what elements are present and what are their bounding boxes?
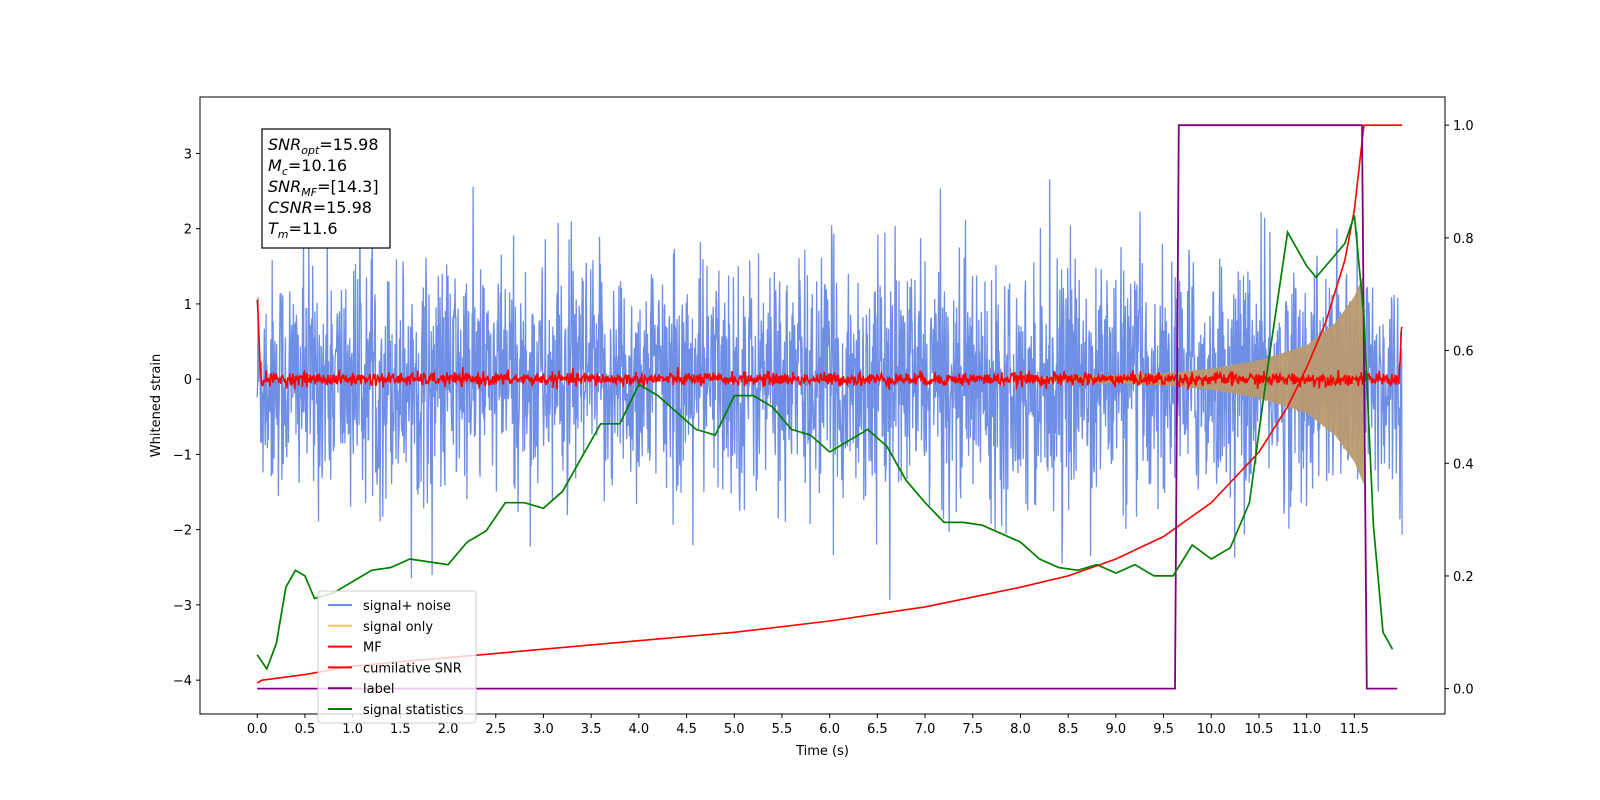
y-tick-label: 1 [184, 298, 192, 313]
y-axis-label: Whitened strain [149, 354, 164, 457]
y2-tick-label: 1.0 [1453, 119, 1474, 134]
legend-label: label [363, 682, 394, 697]
y-axis-left: 3 2 1 0 −1 −2 −3 −4 [173, 147, 200, 689]
x-tick-label: 5.5 [772, 722, 793, 737]
legend-label: signal statistics [363, 703, 464, 718]
y2-tick-label: 0.2 [1453, 570, 1474, 585]
y-tick-label: 3 [184, 147, 192, 162]
y-tick-label: 0 [184, 373, 192, 388]
legend-label: cumilative SNR [363, 661, 462, 676]
y2-tick-label: 0.0 [1453, 683, 1474, 698]
y-tick-label: −1 [173, 448, 192, 463]
series-signal-statistics-line [256, 215, 1394, 671]
legend: signal+ noise signal only MF cumilative SNR… [317, 590, 477, 724]
axes-frame [199, 96, 1446, 715]
x-tick-label: 11.0 [1292, 722, 1321, 737]
x-tick-label: 0.0 [247, 722, 268, 737]
x-tick-label: 2.5 [485, 722, 506, 737]
x-tick-label: 11.5 [1340, 722, 1369, 737]
x-tick-label: 6.5 [867, 722, 888, 737]
x-tick-label: 9.5 [1153, 722, 1174, 737]
x-tick-label: 6.0 [819, 722, 840, 737]
y-tick-label: −4 [173, 674, 192, 689]
x-tick-label: 8.0 [1010, 722, 1031, 737]
annotation-line: Tm=11.6 [268, 219, 338, 241]
x-tick-label: 10.5 [1244, 722, 1273, 737]
x-tick-label: 0.5 [295, 722, 316, 737]
x-tick-label: 2.0 [438, 722, 459, 737]
x-tick-label: 8.5 [1058, 722, 1079, 737]
legend-frame [317, 590, 477, 724]
x-tick-label: 4.5 [676, 722, 697, 737]
annotation-line: SNRopt=15.98 [268, 135, 379, 157]
y2-tick-label: 0.6 [1453, 345, 1474, 360]
annotation-box: SNRopt=15.98Mc=10.16SNRMF=[14.3]CSNR=15.… [261, 128, 391, 249]
y2-tick-label: 0.4 [1453, 457, 1474, 472]
x-tick-label: 4.0 [629, 722, 650, 737]
annotation-line: CSNR=15.98 [268, 198, 372, 217]
legend-label: signal only [363, 620, 433, 635]
y-tick-label: −3 [173, 599, 192, 614]
x-tick-label: 1.5 [390, 722, 411, 737]
annotation-line: Mc=10.16 [268, 156, 347, 178]
x-axis-label: Time (s) [795, 744, 849, 759]
y-tick-label: 2 [184, 223, 192, 238]
x-tick-label: 7.0 [915, 722, 936, 737]
y-tick-label: −2 [173, 524, 192, 539]
y2-tick-label: 0.8 [1453, 232, 1474, 247]
y-axis-right: 1.0 0.8 0.6 0.4 0.2 0.0 [1445, 119, 1474, 698]
x-tick-label: 3.0 [533, 722, 554, 737]
axes-border [199, 96, 1446, 715]
x-tick-label: 9.0 [1106, 722, 1127, 737]
x-tick-label: 10.0 [1197, 722, 1226, 737]
annotation-line: SNRMF=[14.3] [268, 177, 379, 199]
x-tick-label: 5.0 [724, 722, 745, 737]
annotation-frame [261, 128, 391, 249]
legend-label: signal+ noise [363, 599, 451, 614]
x-axis: 0.0 0.5 1.0 1.5 2.0 2.5 3.0 3.5 4.0 4.5 5.0 5.5 6.0 6… [247, 714, 1369, 737]
legend-label: MF [363, 641, 382, 656]
series-label-line [257, 124, 1398, 690]
x-tick-label: 7.5 [962, 722, 983, 737]
x-tick-label: 3.5 [581, 722, 602, 737]
x-tick-label: 1.0 [342, 722, 363, 737]
series-mf-line [256, 299, 1403, 390]
